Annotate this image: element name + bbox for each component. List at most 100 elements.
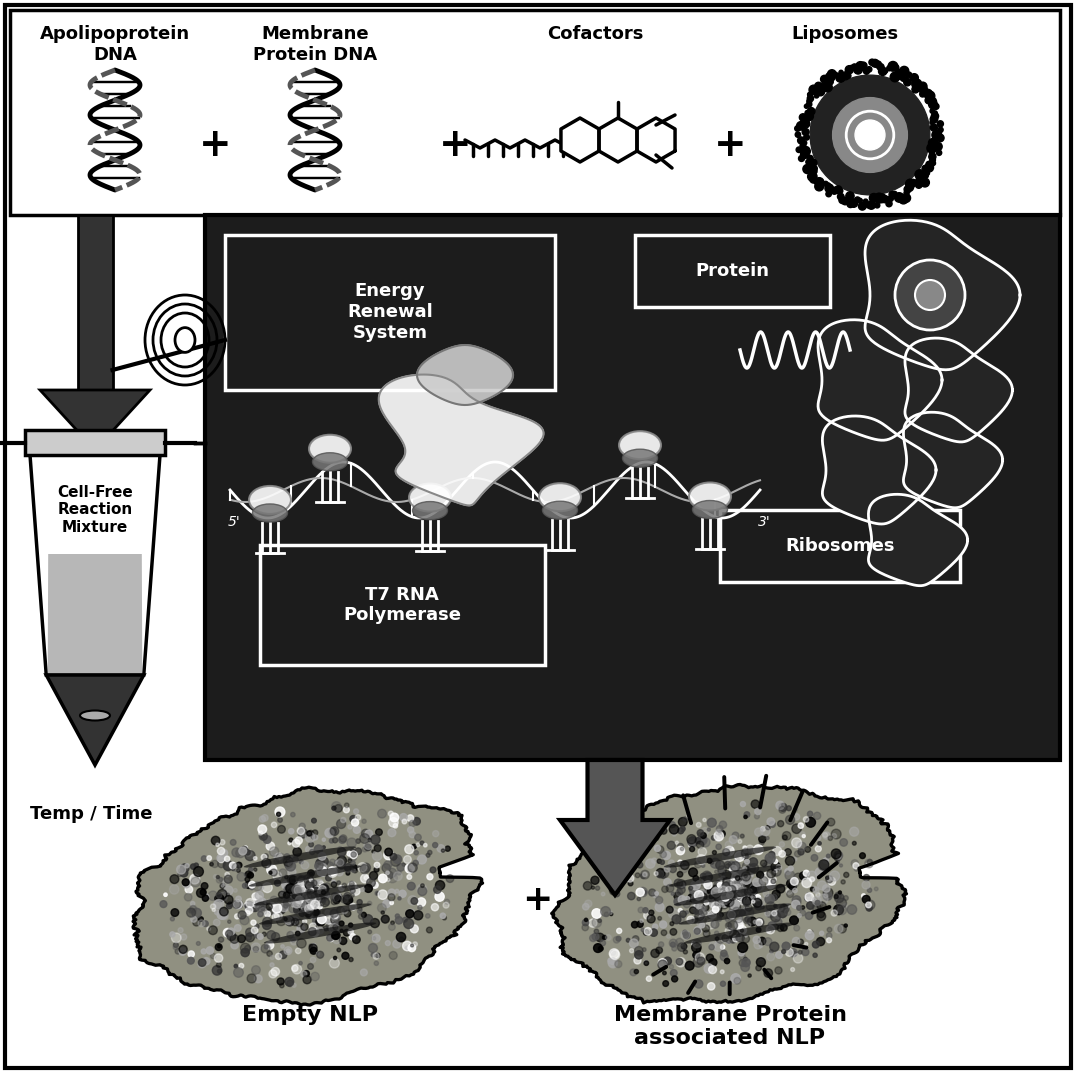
- Circle shape: [298, 887, 302, 892]
- Circle shape: [712, 851, 717, 854]
- Circle shape: [744, 957, 747, 961]
- Circle shape: [767, 880, 775, 888]
- Circle shape: [719, 870, 725, 878]
- Circle shape: [764, 938, 771, 945]
- Circle shape: [721, 951, 727, 956]
- Circle shape: [583, 882, 592, 891]
- Circle shape: [217, 854, 224, 862]
- Circle shape: [688, 894, 696, 902]
- Circle shape: [812, 903, 821, 912]
- Circle shape: [779, 807, 785, 813]
- Circle shape: [417, 886, 427, 896]
- Circle shape: [712, 888, 719, 896]
- Circle shape: [309, 893, 314, 898]
- Circle shape: [216, 843, 220, 847]
- Circle shape: [365, 884, 372, 893]
- Circle shape: [295, 886, 301, 893]
- Circle shape: [337, 907, 344, 914]
- Circle shape: [629, 969, 637, 975]
- Circle shape: [322, 838, 325, 841]
- Circle shape: [640, 873, 646, 879]
- Circle shape: [700, 838, 710, 847]
- Circle shape: [231, 941, 239, 949]
- Circle shape: [188, 909, 193, 913]
- Circle shape: [734, 902, 737, 906]
- Circle shape: [802, 129, 809, 135]
- Circle shape: [836, 898, 847, 908]
- Circle shape: [271, 850, 277, 855]
- Circle shape: [619, 867, 628, 877]
- Circle shape: [722, 902, 727, 908]
- Circle shape: [751, 800, 760, 808]
- Circle shape: [742, 867, 747, 870]
- Circle shape: [609, 885, 620, 895]
- Circle shape: [714, 931, 719, 936]
- Circle shape: [754, 941, 762, 949]
- Circle shape: [286, 884, 295, 893]
- Circle shape: [324, 926, 328, 930]
- Circle shape: [316, 886, 320, 890]
- Circle shape: [696, 903, 703, 910]
- Circle shape: [592, 909, 601, 918]
- Circle shape: [738, 950, 745, 956]
- Circle shape: [721, 890, 727, 895]
- Circle shape: [841, 197, 849, 205]
- Circle shape: [441, 849, 444, 852]
- Circle shape: [760, 877, 768, 885]
- Circle shape: [722, 882, 730, 890]
- Circle shape: [716, 939, 720, 943]
- Circle shape: [734, 871, 738, 876]
- Circle shape: [787, 806, 791, 811]
- Circle shape: [247, 974, 256, 983]
- Circle shape: [328, 936, 334, 942]
- Circle shape: [426, 853, 430, 857]
- Circle shape: [754, 828, 763, 836]
- Circle shape: [353, 826, 360, 834]
- Circle shape: [314, 897, 321, 902]
- Circle shape: [280, 951, 287, 958]
- Circle shape: [767, 953, 775, 960]
- Circle shape: [590, 935, 596, 941]
- Circle shape: [742, 909, 748, 914]
- Circle shape: [720, 953, 728, 960]
- Circle shape: [322, 891, 326, 895]
- Circle shape: [285, 897, 288, 900]
- Ellipse shape: [679, 903, 791, 925]
- Ellipse shape: [80, 710, 110, 720]
- Circle shape: [677, 880, 685, 888]
- Circle shape: [277, 812, 281, 817]
- Circle shape: [372, 937, 376, 940]
- Circle shape: [306, 890, 315, 900]
- Circle shape: [799, 910, 806, 916]
- Circle shape: [672, 915, 681, 924]
- Circle shape: [805, 847, 810, 852]
- Circle shape: [652, 892, 659, 897]
- Circle shape: [291, 812, 295, 817]
- Circle shape: [782, 950, 785, 954]
- Circle shape: [371, 835, 380, 844]
- Circle shape: [745, 907, 749, 912]
- Circle shape: [731, 862, 740, 871]
- Circle shape: [414, 851, 419, 855]
- Circle shape: [740, 929, 744, 932]
- Circle shape: [275, 807, 285, 817]
- Circle shape: [737, 896, 740, 899]
- Circle shape: [364, 876, 368, 880]
- Circle shape: [936, 134, 944, 142]
- Circle shape: [770, 862, 780, 871]
- Circle shape: [816, 900, 823, 908]
- Circle shape: [796, 121, 805, 130]
- Circle shape: [724, 891, 732, 898]
- Circle shape: [207, 927, 211, 930]
- Circle shape: [220, 878, 223, 881]
- Circle shape: [818, 881, 826, 890]
- Circle shape: [676, 841, 679, 844]
- Circle shape: [711, 887, 721, 897]
- Circle shape: [779, 841, 784, 847]
- Circle shape: [185, 885, 193, 893]
- Circle shape: [718, 913, 722, 918]
- Circle shape: [400, 813, 408, 821]
- Circle shape: [218, 893, 227, 901]
- Circle shape: [746, 846, 754, 853]
- Circle shape: [810, 165, 818, 172]
